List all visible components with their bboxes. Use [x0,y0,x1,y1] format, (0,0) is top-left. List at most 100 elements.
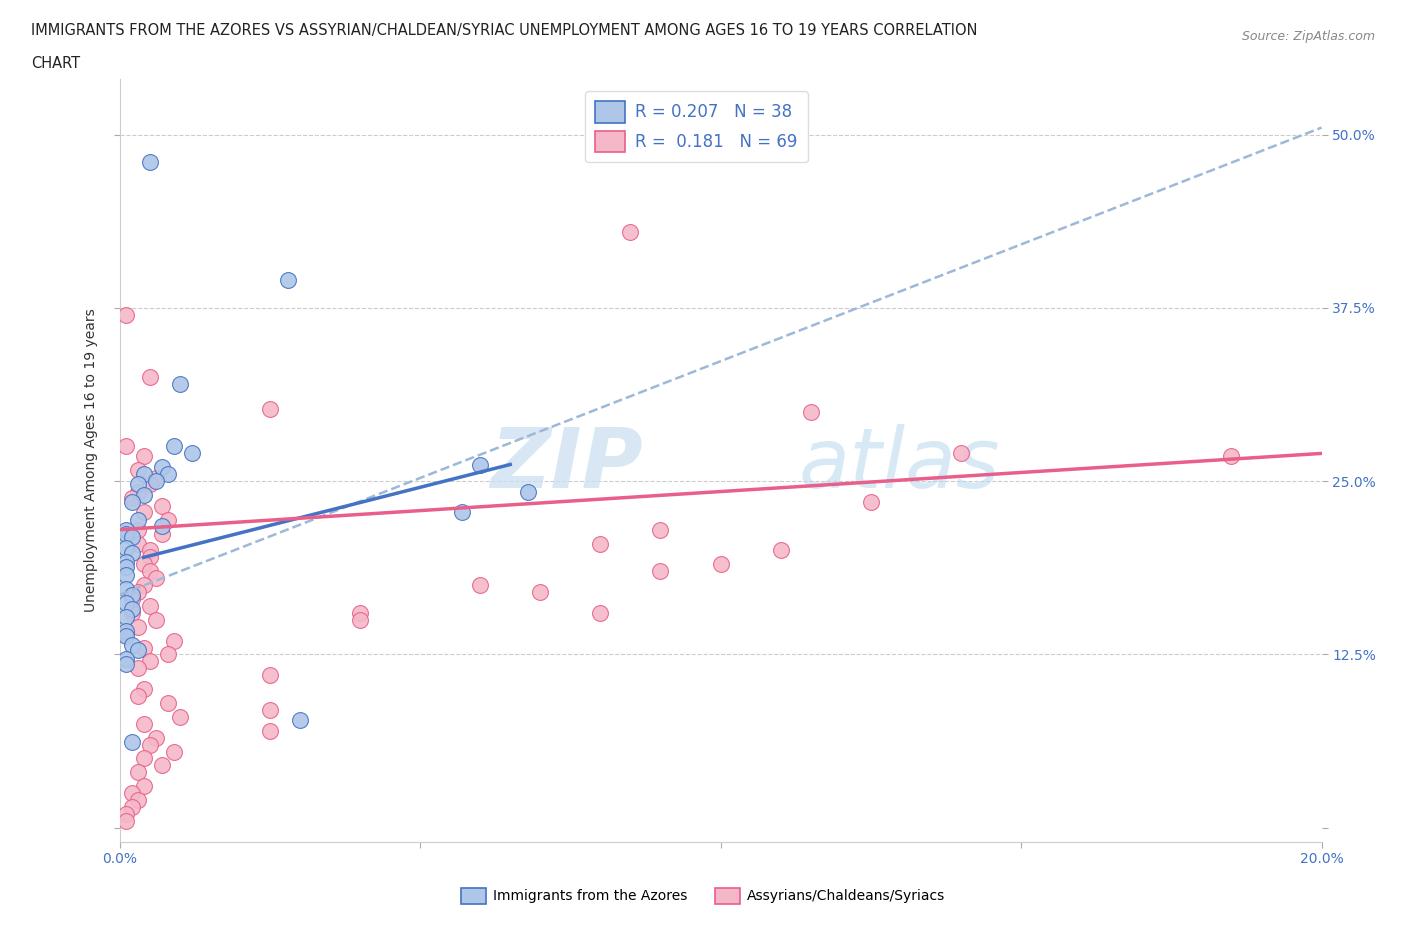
Point [132,682,155,697]
Point [589,605,612,620]
Point [138,654,160,669]
Point [114,806,136,821]
Point [121,602,143,617]
Point [114,526,136,541]
Point [145,473,167,488]
Point [145,571,167,586]
Point [619,224,641,239]
Point [114,582,136,597]
Point [145,612,167,627]
Point [800,405,823,419]
Point [138,476,160,491]
Point [121,490,143,505]
Point [127,792,149,807]
Text: CHART: CHART [31,56,80,71]
Point [127,476,149,491]
Point [950,446,973,461]
Point [121,786,143,801]
Point [349,605,371,620]
Point [169,710,191,724]
Point [114,814,136,829]
Point [259,402,281,417]
Point [127,643,149,658]
Point [259,702,281,717]
Point [451,504,474,519]
Point [132,504,155,519]
Point [150,526,173,541]
Point [138,543,160,558]
Point [769,543,792,558]
Point [132,487,155,502]
Point [859,495,882,510]
Point [127,585,149,600]
Point [127,661,149,676]
Point [150,498,173,513]
Text: Source: ZipAtlas.com: Source: ZipAtlas.com [1241,30,1375,43]
Point [114,596,136,611]
Point [127,462,149,477]
Y-axis label: Unemployment Among Ages 16 to 19 years: Unemployment Among Ages 16 to 19 years [84,309,98,612]
Point [138,599,160,614]
Point [156,512,179,527]
Point [288,712,311,727]
Point [114,609,136,624]
Point [150,518,173,533]
Text: atlas: atlas [799,424,1000,505]
Point [145,471,167,485]
Point [114,568,136,583]
Point [162,633,184,648]
Point [132,640,155,655]
Point [650,523,672,538]
Point [517,485,540,499]
Point [121,529,143,544]
Point [121,605,143,620]
Text: ZIP: ZIP [489,424,643,505]
Point [114,560,136,575]
Point [127,512,149,527]
Point [277,272,299,287]
Point [114,629,136,644]
Point [127,485,149,499]
Point [169,377,191,392]
Point [132,449,155,464]
Point [121,591,143,606]
Point [121,637,143,652]
Point [132,778,155,793]
Text: IMMIGRANTS FROM THE AZORES VS ASSYRIAN/CHALDEAN/SYRIAC UNEMPLOYMENT AMONG AGES 1: IMMIGRANTS FROM THE AZORES VS ASSYRIAN/C… [31,23,977,38]
Point [150,758,173,773]
Point [114,439,136,454]
Point [138,550,160,565]
Point [127,619,149,634]
Point [156,467,179,482]
Point [132,578,155,592]
Point [121,546,143,561]
Point [132,467,155,482]
Legend: Immigrants from the Azores, Assyrians/Chaldeans/Syriacs: Immigrants from the Azores, Assyrians/Ch… [456,882,950,910]
Point [1220,449,1243,464]
Point [156,647,179,662]
Point [468,578,492,592]
Point [127,764,149,779]
Point [589,536,612,551]
Point [145,730,167,745]
Point [468,457,492,472]
Point [349,612,371,627]
Point [162,744,184,759]
Point [180,446,202,461]
Point [138,370,160,385]
Point [132,557,155,572]
Point [114,623,136,638]
Point [114,523,136,538]
Legend: R = 0.207   N = 38, R =  0.181   N = 69: R = 0.207 N = 38, R = 0.181 N = 69 [585,91,807,163]
Point [127,523,149,538]
Point [114,626,136,641]
Point [127,536,149,551]
Point [132,716,155,731]
Point [121,735,143,750]
Point [132,751,155,766]
Point [114,307,136,322]
Point [114,651,136,666]
Point [259,668,281,683]
Point [121,495,143,510]
Point [709,557,731,572]
